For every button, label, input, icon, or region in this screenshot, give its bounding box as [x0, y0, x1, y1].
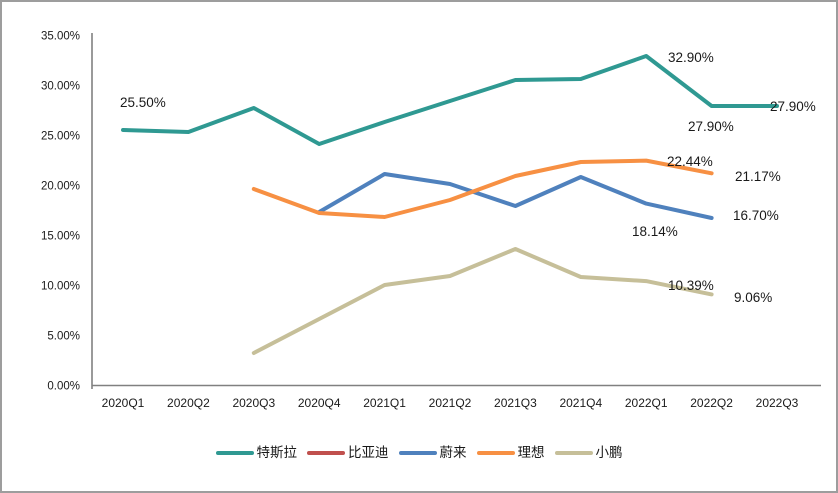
chart-legend: 特斯拉 比亚迪 蔚来 理想 小鹏	[2, 446, 836, 460]
y-tick-label: 20.00%	[41, 181, 80, 193]
data-label: 27.90%	[770, 99, 816, 114]
y-tick-label: 15.00%	[41, 231, 80, 243]
legend-label-nio: 蔚来	[439, 445, 467, 460]
x-tick-label: 2021Q1	[363, 396, 406, 410]
y-tick-label: 0.00%	[47, 381, 80, 393]
y-tick-label: 35.00%	[41, 31, 80, 43]
data-label: 16.70%	[733, 208, 779, 223]
y-tick-label: 10.00%	[41, 281, 80, 293]
data-label: 25.50%	[120, 95, 166, 110]
x-tick-label: 2021Q4	[559, 396, 602, 410]
data-label: 27.90%	[688, 119, 734, 134]
data-label: 18.14%	[632, 224, 678, 239]
legend-item-tesla: 特斯拉	[215, 445, 298, 460]
x-tick-label: 2020Q4	[298, 396, 341, 410]
series-line-nio	[317, 172, 714, 220]
y-tick-label: 25.00%	[41, 131, 80, 143]
legend-swatch-xpeng	[554, 450, 593, 455]
legend-label-tesla: 特斯拉	[256, 445, 298, 460]
y-tick-label: 30.00%	[41, 81, 80, 93]
legend-item-xpeng: 小鹏	[554, 445, 623, 460]
x-tick-label: 2020Q2	[167, 396, 210, 410]
legend-item-li-auto: 理想	[476, 445, 545, 460]
x-tick-label: 2020Q3	[232, 396, 275, 410]
line-chart-plot-area: 0.00% 5.00% 10.00% 15.00% 20.00% 25.00% 30.00%…	[41, 31, 821, 410]
legend-swatch-nio	[398, 450, 437, 455]
data-label: 21.17%	[735, 169, 781, 184]
data-label: 32.90%	[668, 50, 714, 65]
data-label: 10.39%	[668, 278, 714, 293]
data-label: 22.44%	[667, 154, 713, 169]
series-line-tesla	[121, 54, 779, 146]
legend-item-byd: 比亚迪	[307, 446, 389, 460]
x-tick-label: 2021Q2	[429, 396, 472, 410]
x-tick-label: 2020Q1	[102, 396, 145, 410]
x-tick-label: 2022Q3	[756, 396, 799, 410]
legend-label-xpeng: 小鹏	[595, 445, 623, 460]
y-tick-label: 5.00%	[47, 331, 80, 343]
legend-label-li-auto: 理想	[517, 445, 545, 460]
x-tick-label: 2021Q3	[494, 396, 537, 410]
legend-swatch-tesla	[215, 450, 254, 455]
x-tick-label: 2022Q1	[625, 396, 668, 410]
legend-label-byd: 比亚迪	[348, 445, 389, 460]
legend-item-nio: 蔚来	[398, 445, 467, 460]
legend-swatch-li-auto	[476, 450, 515, 455]
legend-swatch-byd	[307, 450, 345, 455]
x-tick-label: 2022Q2	[690, 396, 733, 410]
series-line-xpeng	[251, 247, 714, 355]
data-label: 9.06%	[734, 290, 772, 305]
series-line-li-auto	[251, 158, 714, 219]
